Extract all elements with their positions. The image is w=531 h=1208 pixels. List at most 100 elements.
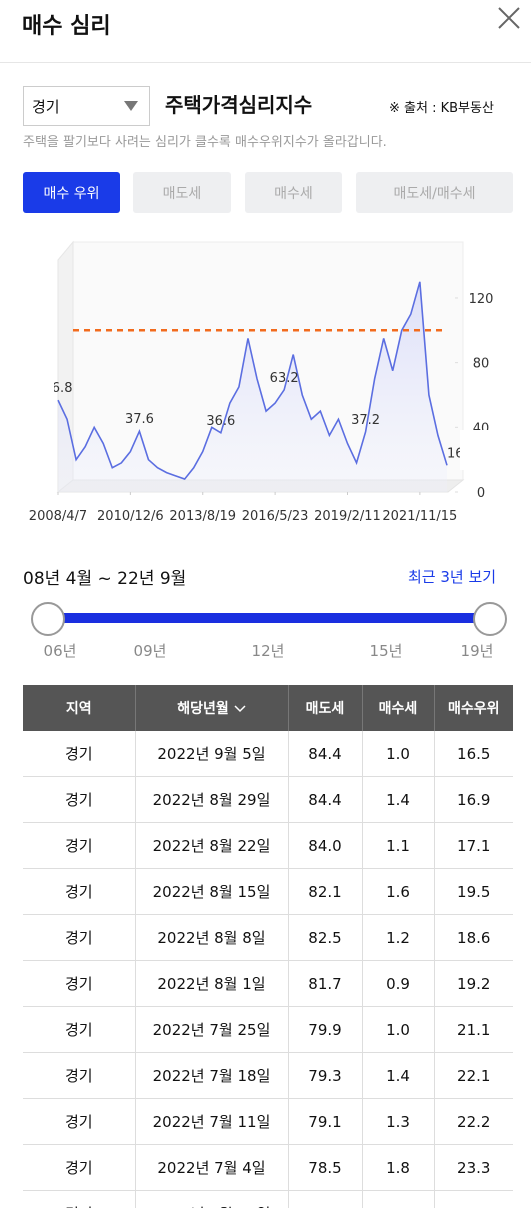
line [57,281,448,481]
table-row: 경기 2022년 7월 4일 78.5 1.8 23.3 [23,1144,513,1191]
header-text: 매수세 [378,701,418,717]
table-cell: 82.5 [288,914,363,961]
table-cell: 0.9 [362,960,435,1007]
region-select[interactable]: 경기 [23,86,150,126]
x-tick-label: 2013/8/19 [169,509,236,524]
table-cell: 84.0 [288,822,363,869]
header-text: 매도세 [305,701,345,717]
slider-label: 09년 [133,642,167,660]
table-cell: 21.1 [434,1006,513,1053]
header-text: 해당년월 [177,701,229,717]
table-cell: 84.4 [288,731,363,777]
table-cell: 1.0 [362,1006,435,1053]
table-cell: 17.1 [434,822,513,869]
y-tick-label: 0 [477,486,485,501]
x-tick-label: 2019/2/11 [314,509,381,524]
table-cell: 79.1 [288,1098,363,1145]
x-tick-label: 2021/11/15 [382,509,457,524]
table-cell: 22.2 [434,1098,513,1145]
table-cell: 2022년 6월 27일 [135,1190,289,1208]
table-cell: 22.1 [434,1052,513,1099]
table-cell: 1.2 [362,914,435,961]
table-row: 경기 2022년 7월 11일 79.1 1.3 22.2 [23,1098,513,1145]
table-cell: 2022년 8월 8일 [135,914,289,961]
table-row: 경기 2022년 7월 18일 79.3 1.4 22.1 [23,1052,513,1099]
table-cell: 1.3 [362,1098,435,1145]
x-tick-label: 2016/5/23 [242,509,309,524]
table-cell: 경기 [23,776,136,823]
x-tick-label: 2010/12/6 [97,509,164,524]
table-cell: 2022년 8월 22일 [135,822,289,869]
source: ※ 출처 : KB부동산 [389,101,494,116]
x-tick-label: 2008/4/7 [29,509,87,524]
table-cell: 26.0 [434,1190,513,1208]
table-cell: 2022년 7월 4일 [135,1144,289,1191]
table-row: 경기 2022년 8월 29일 84.4 1.4 16.9 [23,776,513,823]
table-cell: 82.1 [288,868,363,915]
table-cell: 경기 [23,914,136,961]
table-row: 경기 2022년 9월 5일 84.4 1.0 16.5 [23,731,513,777]
table-header[interactable]: 해당년월 [135,685,289,731]
table-cell: 경기 [23,1052,136,1099]
table-cell: 19.5 [434,868,513,915]
slider-label: 12년 [251,642,285,660]
table-cell: 1.4 [362,1052,435,1099]
table-cell: 2022년 8월 1일 [135,960,289,1007]
table-header: 매도세 [288,685,363,731]
table-cell: 경기 [23,1098,136,1145]
table-cell: 1.3 [362,1190,435,1208]
table-cell: 16.5 [434,731,513,777]
table-cell: 81.7 [288,960,363,1007]
slider-handle[interactable] [473,602,507,636]
table-row: 경기 2022년 8월 8일 82.5 1.2 18.6 [23,914,513,961]
clip-cover [0,350,54,410]
tab[interactable]: 매수세 [245,172,342,213]
y-tick-label: 120 [469,292,494,307]
table-cell: 23.3 [434,1144,513,1191]
slider-handle[interactable] [31,602,65,636]
table-cell: 78.5 [288,1144,363,1191]
dropdown-arrow [124,101,138,111]
table-cell: 75.3 [288,1190,363,1208]
table-cell: 경기 [23,822,136,869]
data-label: 37.6 [125,412,154,427]
table-cell: 2022년 9월 5일 [135,731,289,777]
table-cell: 1.8 [362,1144,435,1191]
table-cell: 18.6 [434,914,513,961]
recent-link[interactable]: 최근 3년 보기 [408,568,497,586]
table-cell: 1.4 [362,776,435,823]
table-row: 경기 2022년 8월 15일 82.1 1.6 19.5 [23,868,513,915]
tab[interactable]: 매도세 [133,172,231,213]
header-text: 매수우위 [447,701,500,717]
data-table: 지역 해당년월 매도세 매수세 매수우위 경기 2022년 9월 5일 84.4 1.0 16.… [23,685,513,1208]
table-cell: 2022년 7월 11일 [135,1098,289,1145]
chart-heading: 주택가격심리지수 [165,93,313,117]
table-header: 지역 [23,685,136,731]
table-cell: 1.0 [362,731,435,777]
table-cell: 19.2 [434,960,513,1007]
table-cell: 1.6 [362,868,435,915]
clip-cover [460,430,531,470]
tab[interactable]: 매수 우위 [23,172,120,213]
table-cell: 경기 [23,1190,136,1208]
page-title: 매수 심리 [22,14,111,39]
data-label: 37.2 [351,413,380,428]
region-value: 경기 [32,98,60,116]
table-cell: 1.1 [362,822,435,869]
close-button[interactable] [497,6,521,30]
table-cell: 2022년 7월 25일 [135,1006,289,1053]
range-text: 08년 4월 ~ 22년 9월 [23,569,187,589]
table-cell: 경기 [23,1006,136,1053]
table-cell: 79.3 [288,1052,363,1099]
table-row: 경기 2022년 7월 25일 79.9 1.0 21.1 [23,1006,513,1053]
table-cell: 경기 [23,731,136,777]
table-cell: 경기 [23,868,136,915]
slider-label: 15년 [369,642,403,660]
data-label: 36.6 [206,414,235,429]
slider-label: 19년 [460,642,494,660]
table-cell: 16.9 [434,776,513,823]
table-header: 매수세 [362,685,435,731]
tab[interactable]: 매도세/매수세 [356,172,513,213]
